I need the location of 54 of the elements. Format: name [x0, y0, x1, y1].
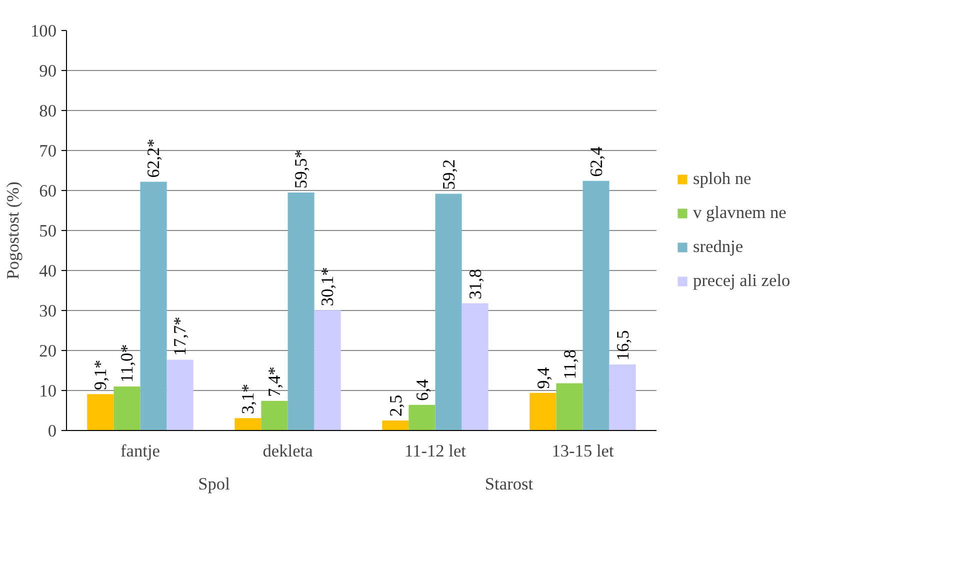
y-tick-label: 90: [39, 62, 56, 80]
bar: [408, 404, 436, 430]
legend-label: v glavnem ne: [693, 203, 786, 223]
bar: [609, 364, 636, 430]
data-label: 62,2*: [144, 138, 164, 178]
y-tick-label: 100: [30, 22, 57, 40]
bar: [140, 182, 167, 430]
data-label: 9,1*: [90, 360, 110, 390]
data-label: 3,1*: [238, 384, 258, 414]
y-tick-label: 40: [39, 262, 56, 280]
data-label: 11,0*: [117, 344, 136, 382]
data-label: 11,8: [560, 350, 580, 380]
data-label: 59,2: [440, 159, 459, 190]
bar: [314, 310, 341, 430]
bar: [166, 360, 194, 430]
y-tick-label: 70: [39, 142, 56, 160]
y-tick-label: 80: [39, 102, 56, 120]
y-tick-label: 20: [39, 342, 56, 360]
x-tick-label: dekleta: [262, 442, 314, 460]
bar: [556, 383, 583, 430]
bar: [261, 400, 288, 430]
bar: [582, 180, 610, 430]
legend-label: sploh ne: [693, 169, 752, 189]
x-tick-label: 11-12 let: [404, 442, 466, 460]
x-tick-label: 13-15 let: [552, 442, 614, 460]
data-label: 9,4: [534, 366, 553, 389]
text: Starost: [484, 474, 534, 494]
data-label: 30,1*: [318, 267, 338, 306]
data-label: 7,4*: [264, 366, 284, 397]
bar: [234, 418, 262, 430]
data-label: 16,5: [614, 330, 633, 360]
y-tick-label: 30: [39, 302, 56, 320]
bar: [435, 194, 462, 430]
data-label: 2,5: [386, 394, 406, 416]
x-tick-label: fantje: [120, 442, 160, 460]
data-label: 31,8: [466, 268, 486, 300]
bar: [87, 394, 114, 430]
data-label: 17,7*: [170, 316, 190, 356]
y-tick-label: 10: [39, 382, 56, 400]
bar: [530, 392, 556, 430]
y-axis-title: Pogostost (%): [4, 181, 23, 280]
data-label: 59,5*: [292, 150, 311, 188]
y-tick-label: 50: [39, 222, 56, 240]
data-label: 6,4: [412, 378, 432, 401]
y-tick-label: 0: [48, 422, 57, 440]
bar: [382, 420, 409, 430]
y-tick-label: 60: [39, 182, 56, 200]
bar: [114, 386, 140, 430]
bar: [462, 303, 488, 430]
legend-label: srednje: [693, 237, 744, 257]
legend-label: precej ali zelo: [693, 271, 790, 291]
bar: [288, 192, 314, 430]
data-label: 62,4: [587, 146, 606, 177]
text: Spol: [198, 474, 230, 494]
